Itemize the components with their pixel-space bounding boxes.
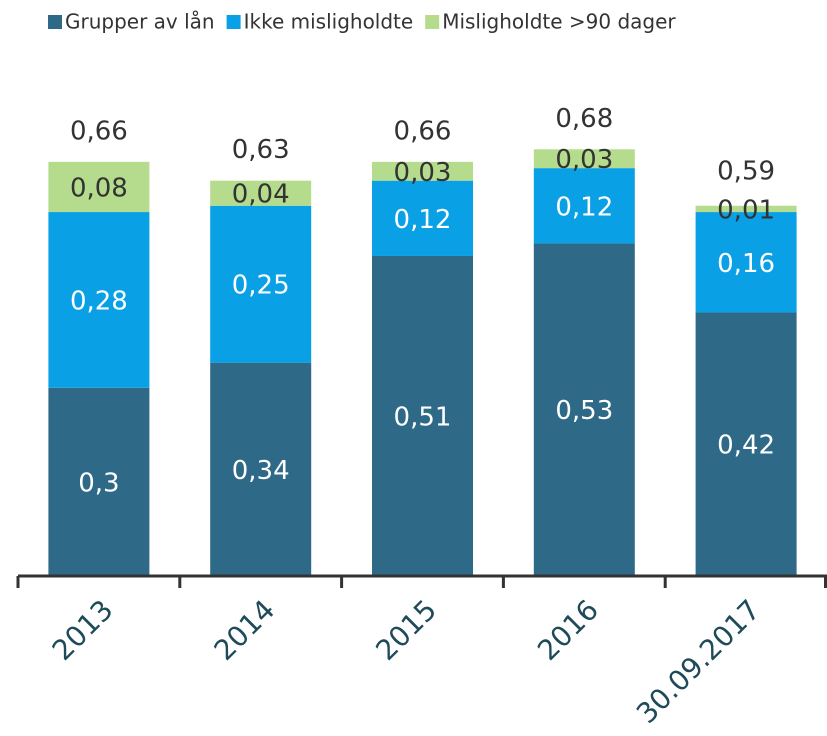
value-label: 0,25 [232,271,290,301]
value-label: 0,03 [394,158,452,188]
bar-segment [533,149,635,169]
bar-segment [695,205,797,213]
legend-label: Ikke misligholdte [244,10,414,34]
bar-segment [695,212,797,313]
legend-swatch [48,15,62,29]
value-label: 0,08 [70,173,128,203]
bar-segment [533,243,635,577]
legend-swatch [425,15,440,29]
legend-swatch [226,15,241,29]
bar-segment [372,161,473,181]
legend-label: Misligholdte >90 dager [442,10,676,34]
bar-segment [210,362,312,576]
value-label: 0,03 [555,145,613,175]
x-tick-label: 2014 [208,593,282,667]
total-label: 0,63 [232,135,290,165]
value-label: 0,51 [394,402,452,432]
bar-segment [695,312,797,576]
x-tick-label: 30.09.2017 [630,593,767,730]
value-label: 0,3 [78,468,119,498]
total-label: 0,68 [555,104,613,134]
value-label: 0,12 [394,205,452,235]
value-label: 0,12 [555,192,613,222]
bar-segment [210,205,312,363]
x-tick-label: 2013 [46,593,120,667]
total-label: 0,59 [717,156,775,186]
x-tick-label: 2015 [369,593,443,667]
value-label: 0,16 [717,249,775,279]
bar-segment [372,180,473,256]
bar-segment [48,212,150,388]
value-label: 0,04 [232,180,290,210]
bar-segment [48,387,150,576]
legend-label: Grupper av lån [65,10,215,34]
bar-segment [372,255,473,576]
bar-segment [48,161,150,213]
value-label: 0,42 [717,431,775,461]
bar-segment [210,180,312,206]
bar-segment [533,168,635,244]
total-label: 0,66 [70,116,128,146]
value-label: 0,53 [555,396,613,426]
total-label: 0,66 [394,116,452,146]
value-label: 0,34 [232,456,290,486]
x-tick-label: 2016 [531,593,605,667]
value-label: 0,01 [717,195,775,225]
value-label: 0,28 [70,286,128,316]
